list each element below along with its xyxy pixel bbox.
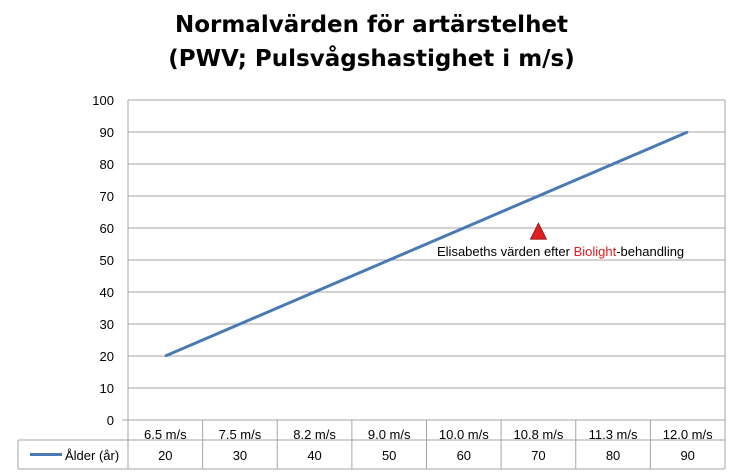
y-tick-label: 100 — [92, 93, 114, 108]
annotation-text-part: Elisabeths värden efter — [437, 244, 574, 259]
chart-title-line-2: (PWV; Pulsvågshastighet i m/s) — [168, 46, 575, 72]
x-category-label: 11.3 m/s — [589, 427, 638, 442]
y-tick-label: 90 — [100, 125, 114, 140]
x-category-label: 10.0 m/s — [439, 427, 489, 442]
table-value: 70 — [531, 448, 545, 463]
y-tick-label: 40 — [100, 285, 114, 300]
series-line — [164, 130, 689, 358]
y-tick-label: 30 — [100, 317, 114, 332]
data-point — [388, 259, 390, 261]
table-value: 80 — [606, 448, 620, 463]
x-category-label: 9.0 m/s — [368, 427, 411, 442]
data-point — [313, 291, 316, 293]
grid-lines — [122, 99, 726, 421]
data-point — [164, 355, 167, 357]
y-tick-label: 80 — [100, 157, 114, 172]
table-value: 30 — [233, 448, 247, 463]
data-point — [686, 131, 689, 133]
table-value: 20 — [158, 448, 172, 463]
annotation-highlight: Biolight — [574, 244, 617, 259]
table-value: 40 — [307, 448, 321, 463]
table-value: 50 — [382, 448, 396, 463]
annotation-text: Elisabeths värden efter Biolight-behandl… — [437, 244, 684, 259]
x-category-label: 6.5 m/s — [144, 427, 187, 442]
data-point — [463, 227, 465, 229]
annotation-triangle-marker — [529, 222, 548, 240]
table-value: 60 — [457, 448, 471, 463]
x-category-label: 8.2 m/s — [293, 427, 336, 442]
data-point — [239, 323, 241, 325]
series-lines — [164, 130, 689, 358]
x-category-label: 10.8 m/s — [514, 427, 564, 442]
x-category-label: 12.0 m/s — [663, 427, 713, 442]
chart-title-line-1: Normalvärden för artärstelhet — [174, 12, 569, 38]
y-tick-label: 0 — [107, 413, 114, 428]
data-point — [537, 195, 540, 197]
y-axis: 0 10 20 30 40 50 60 70 80 90 100 — [92, 93, 114, 428]
data-point — [612, 163, 614, 165]
data-table: 6.5 m/s 7.5 m/s 8.2 m/s 9.0 m/s 10.0 m/s 10.8… — [17, 420, 726, 470]
y-tick-label: 50 — [100, 253, 114, 268]
x-category-label: 7.5 m/s — [219, 427, 262, 442]
y-tick-label: 20 — [100, 349, 114, 364]
annotation-text-part: -behandling — [616, 244, 684, 259]
y-tick-label: 10 — [100, 381, 114, 396]
annotation: Elisabeths värden efter Biolight-behandl… — [437, 222, 684, 259]
y-tick-label: 60 — [100, 221, 114, 236]
table-value: 90 — [680, 448, 694, 463]
y-tick-label: 70 — [100, 189, 114, 204]
legend-series-name: Ålder (år) — [65, 448, 119, 463]
